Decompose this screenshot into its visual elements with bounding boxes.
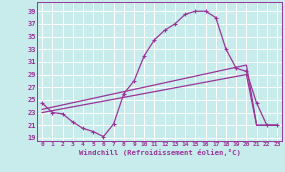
X-axis label: Windchill (Refroidissement éolien,°C): Windchill (Refroidissement éolien,°C) xyxy=(79,149,241,156)
